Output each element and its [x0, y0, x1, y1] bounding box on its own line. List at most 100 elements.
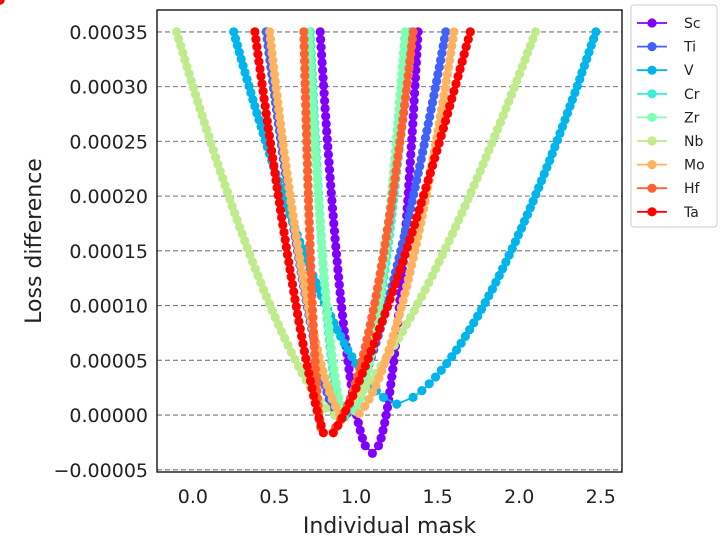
data-point: [245, 250, 255, 260]
data-point: [325, 336, 335, 346]
data-point: [399, 41, 409, 51]
data-point: [322, 380, 332, 390]
data-point: [283, 175, 293, 185]
data-point: [380, 239, 390, 249]
data-point: [302, 361, 312, 371]
data-point: [265, 34, 275, 44]
data-point: [310, 356, 320, 367]
data-point: [371, 380, 381, 390]
data-point: [506, 90, 517, 100]
data-point: [412, 175, 422, 185]
data-point: [304, 210, 314, 220]
data-point: [260, 101, 270, 111]
data-point: [377, 316, 387, 327]
data-point: [407, 260, 417, 270]
legend-swatch-marker: [647, 183, 657, 193]
data-point: [299, 281, 310, 291]
data-point: [300, 93, 311, 103]
data-point: [235, 222, 245, 232]
data-point: [309, 132, 320, 142]
data-point: [413, 168, 423, 178]
data-point: [327, 350, 337, 360]
data-point: [430, 83, 440, 93]
data-point: [237, 229, 247, 239]
data-point: [270, 168, 280, 178]
data-point: [322, 301, 332, 311]
data-point: [275, 112, 285, 122]
data-point: [259, 285, 269, 295]
data-point: [390, 324, 401, 334]
data-point: [379, 247, 389, 257]
data-point: [291, 302, 301, 312]
data-point: [436, 365, 446, 375]
data-point: [279, 227, 289, 237]
data-point: [305, 376, 315, 386]
data-point: [445, 101, 455, 111]
data-point: [301, 122, 311, 132]
data-point: [319, 273, 329, 283]
data-point: [287, 279, 298, 289]
data-point: [250, 264, 260, 274]
data-point: [403, 71, 413, 81]
data-point: [330, 371, 340, 381]
data-point: [417, 386, 427, 396]
data-point: [309, 118, 319, 128]
data-point: [472, 173, 482, 183]
data-point: [296, 260, 306, 270]
data-point: [316, 231, 326, 241]
data-point: [438, 41, 448, 51]
data-point: [438, 98, 448, 108]
data-point: [333, 264, 343, 275]
data-point: [455, 64, 465, 74]
data-point: [321, 294, 331, 304]
data-point: [404, 63, 414, 74]
data-point: [407, 227, 417, 237]
data-point: [308, 313, 318, 323]
data-point: [366, 346, 376, 356]
data-point: [388, 331, 398, 341]
data-point: [432, 76, 442, 86]
data-point: [271, 175, 281, 185]
data-point: [417, 292, 427, 302]
data-point: [408, 119, 418, 129]
data-point: [591, 27, 601, 37]
data-point: [293, 361, 304, 371]
data-point: [307, 291, 317, 301]
data-point: [348, 391, 358, 401]
data-point: [317, 57, 327, 68]
data-point: [391, 166, 401, 176]
legend-swatch-marker: [647, 160, 657, 170]
legend-item-hf: Hf: [637, 181, 701, 197]
data-point: [402, 218, 412, 228]
data-point: [388, 188, 398, 198]
data-point: [312, 406, 322, 416]
data-point: [269, 160, 279, 171]
data-point: [378, 254, 388, 264]
data-point: [460, 201, 470, 211]
data-point: [180, 55, 190, 65]
data-point: [295, 324, 305, 334]
data-point: [302, 151, 312, 161]
data-point: [326, 188, 336, 198]
data-point: [407, 126, 417, 137]
data-point: [273, 319, 283, 330]
data-point: [320, 96, 330, 106]
data-point: [308, 327, 319, 337]
data-point: [311, 153, 321, 163]
data-point: [396, 302, 406, 313]
data-point: [300, 85, 310, 96]
data-point: [297, 267, 307, 277]
data-point: [439, 34, 450, 44]
data-point: [328, 428, 338, 438]
y-tick-label: 0.00015: [69, 241, 148, 263]
data-point: [178, 48, 188, 58]
data-point: [290, 225, 300, 235]
data-point: [405, 56, 415, 66]
data-point: [481, 152, 491, 162]
data-point: [199, 117, 209, 128]
data-point: [390, 279, 400, 289]
data-point: [326, 343, 336, 353]
data-point: [313, 195, 324, 206]
x-tick-label: 1.5: [423, 486, 453, 508]
